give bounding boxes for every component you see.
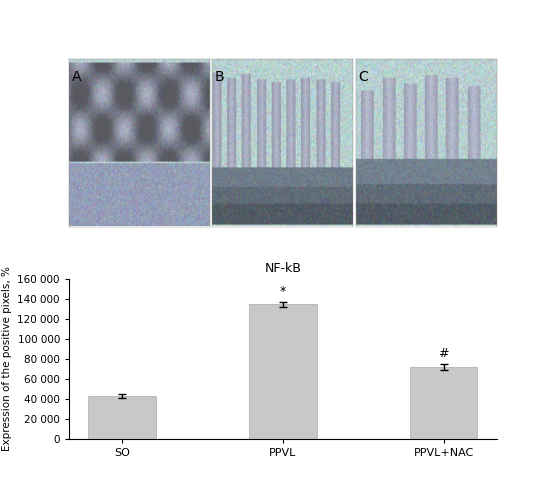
Text: A: A bbox=[72, 70, 81, 84]
Y-axis label: Expression of the positive pixels, %: Expression of the positive pixels, % bbox=[2, 267, 12, 452]
Bar bbox=[249, 304, 317, 439]
Text: C: C bbox=[358, 70, 368, 84]
Text: #: # bbox=[438, 347, 449, 360]
Title: NF-kB: NF-kB bbox=[264, 262, 301, 275]
Text: *: * bbox=[280, 284, 286, 298]
Bar bbox=[88, 396, 156, 439]
Text: B: B bbox=[215, 70, 225, 84]
Bar bbox=[410, 367, 477, 439]
